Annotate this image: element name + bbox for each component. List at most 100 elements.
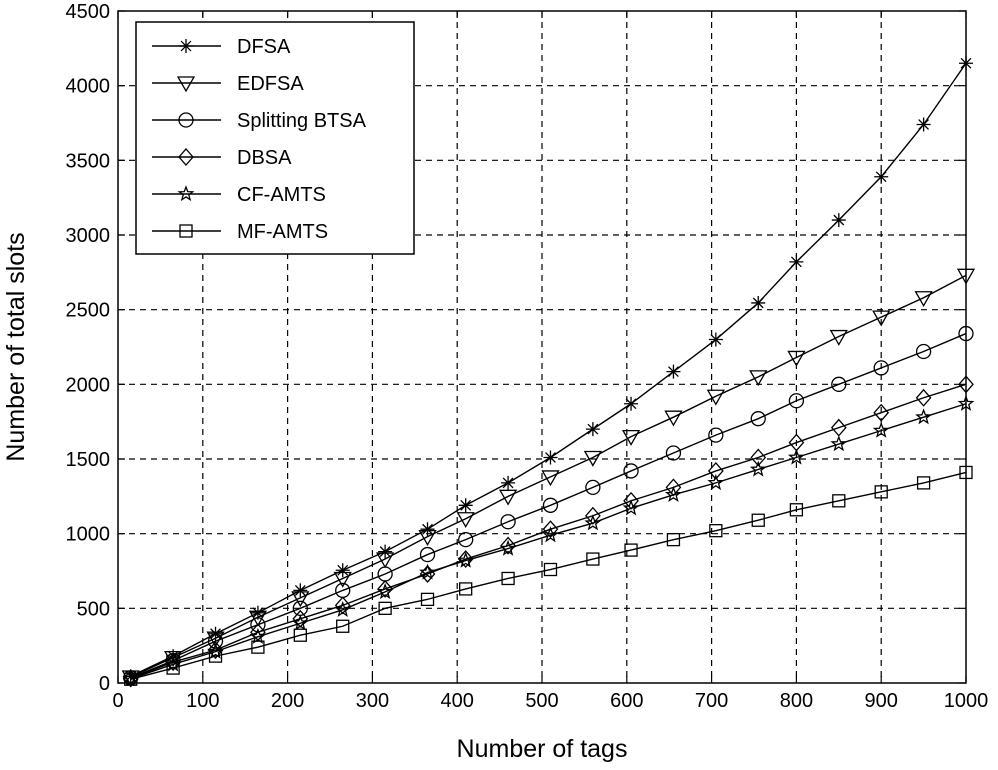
series-layer: [121, 56, 976, 688]
data-point-asterisk: [751, 295, 766, 310]
legend-marker-star: [177, 185, 195, 202]
data-point-asterisk: [585, 422, 600, 437]
data-point-star: [122, 669, 140, 686]
data-point-star: [499, 539, 517, 556]
data-point-triangle-down: [749, 370, 768, 387]
data-point-circle: [831, 376, 847, 392]
y-tick-label: 3000: [66, 225, 111, 247]
data-point-triangle-down: [583, 450, 603, 467]
series-line: [130, 274, 967, 678]
data-point-diamond: [750, 448, 767, 467]
series-line: [130, 403, 967, 680]
data-point-circle: [915, 343, 932, 360]
data-point-square: [501, 571, 515, 586]
y-tick-label: 3500: [66, 150, 111, 172]
data-point-diamond: [207, 641, 224, 660]
series-cf-amts: [122, 394, 975, 686]
data-point-triangle-down: [829, 329, 848, 346]
data-point-star: [749, 460, 767, 477]
legend-label: MF-AMTS: [237, 221, 328, 243]
data-point-square: [832, 494, 846, 508]
data-point-asterisk: [831, 213, 846, 228]
y-tick-label: 1000: [66, 524, 111, 546]
legend-item: DFSA: [152, 36, 291, 58]
data-point-asterisk: [916, 117, 931, 132]
data-point-star: [419, 563, 436, 580]
x-tick-label: 300: [356, 690, 389, 712]
data-point-square: [789, 503, 804, 517]
y-tick-label: 4500: [66, 1, 111, 23]
data-point-triangle-down: [872, 310, 891, 327]
data-point-asterisk: [420, 522, 435, 537]
data-point-diamond: [500, 536, 516, 555]
data-point-circle: [708, 427, 724, 443]
data-point-circle: [750, 411, 766, 427]
data-point-square: [124, 672, 138, 686]
data-point-triangle-down: [787, 350, 806, 367]
x-tick-label: 600: [610, 690, 643, 712]
data-point-star: [457, 551, 475, 568]
data-point-diamond: [377, 579, 393, 598]
series-edfsa: [121, 268, 976, 687]
data-point-triangle-down: [706, 389, 725, 406]
x-tick-label: 700: [695, 690, 728, 712]
data-point-diamond: [915, 388, 932, 407]
data-point-square: [208, 649, 223, 663]
data-point-asterisk: [874, 169, 889, 184]
data-point-circle: [623, 463, 639, 479]
data-point-diamond: [122, 669, 139, 688]
data-point-asterisk: [378, 544, 393, 559]
data-point-circle: [585, 479, 601, 496]
data-point-square: [293, 628, 307, 642]
data-point-star: [334, 600, 352, 617]
data-point-square: [709, 524, 723, 538]
legend-marker-triangle-down: [176, 76, 196, 93]
y-tick-label: 2500: [66, 300, 111, 322]
data-point-circle: [419, 546, 436, 563]
data-point-star: [707, 474, 725, 491]
data-point-asterisk: [293, 583, 308, 598]
data-point-square: [874, 485, 888, 499]
data-point-triangle-down: [541, 470, 560, 487]
legend: DFSA EDFSA Splitting BTSA DBSA CF-AMTS MF-AMT…: [135, 21, 415, 255]
x-tick-label: 800: [780, 690, 813, 712]
series-splitting-btsa: [123, 325, 974, 686]
data-point-circle: [788, 393, 805, 409]
data-point-triangle-down: [375, 552, 395, 569]
x-tick-label: 400: [441, 690, 474, 712]
data-point-asterisk: [335, 563, 350, 578]
data-point-triangle-down: [914, 291, 933, 308]
y-axis-ticks: 0 500 1000 1500 2000 2500 3000 3500 4000 4500: [66, 1, 966, 695]
x-axis-title: Number of tags: [457, 735, 628, 763]
data-point-star: [291, 614, 309, 631]
series-mf-amts: [124, 465, 973, 686]
data-point-square: [378, 601, 392, 615]
data-point-square: [751, 513, 765, 527]
y-tick-label: 1500: [66, 449, 111, 471]
y-axis-title: Number of total slots: [2, 232, 30, 461]
x-tick-label: 500: [525, 690, 558, 712]
data-point-star: [376, 583, 394, 600]
data-point-square: [543, 562, 558, 577]
data-point-circle: [458, 531, 474, 548]
legend-item: DBSA: [152, 147, 292, 169]
data-point-star: [622, 499, 640, 516]
data-point-star: [872, 421, 890, 438]
data-point-star: [207, 642, 224, 659]
data-point-square: [251, 640, 265, 654]
data-point-asterisk: [543, 450, 558, 465]
data-point-triangle-down: [621, 429, 641, 446]
data-point-square: [666, 532, 681, 547]
data-point-square: [336, 619, 350, 633]
data-point-triangle-down: [418, 530, 437, 546]
data-point-square: [420, 592, 435, 607]
data-point-square: [916, 476, 931, 490]
data-point-square: [166, 661, 180, 675]
data-point-asterisk: [250, 605, 265, 620]
legend-item: CF-AMTS: [152, 184, 326, 206]
data-point-diamond: [707, 461, 724, 480]
y-tick-label: 0: [99, 673, 110, 695]
grid-lines: [118, 11, 966, 683]
x-tick-label: 0: [112, 690, 123, 712]
